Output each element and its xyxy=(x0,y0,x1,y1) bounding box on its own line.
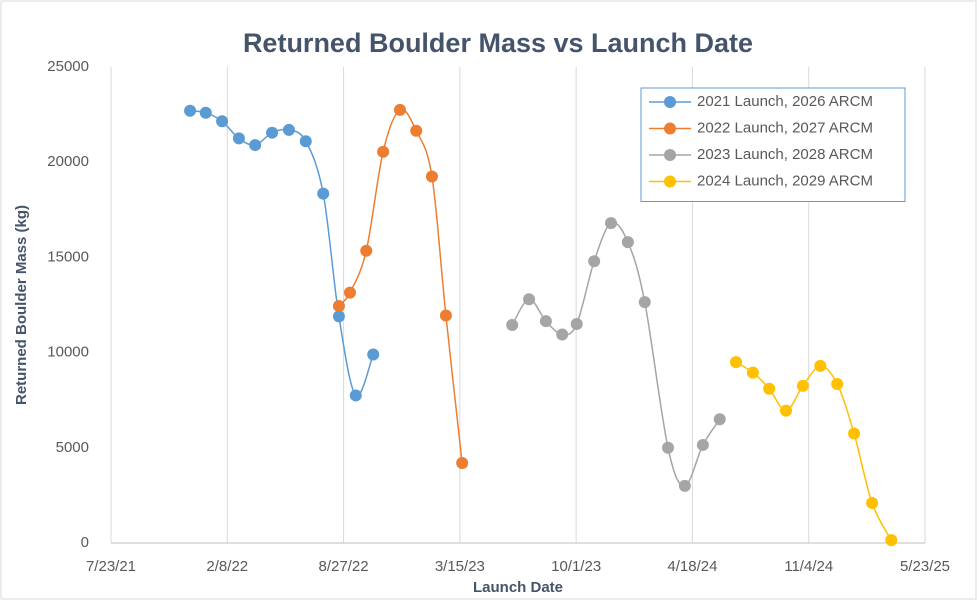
data-point xyxy=(393,103,406,116)
data-point xyxy=(184,104,197,117)
data-point xyxy=(456,457,469,470)
x-tick-label: 4/18/24 xyxy=(667,558,717,575)
legend-label: 2024 Launch, 2029 ARCM xyxy=(697,172,873,189)
data-point xyxy=(570,318,583,331)
data-point xyxy=(332,310,345,323)
legend-marker xyxy=(664,96,676,108)
data-point xyxy=(696,438,709,451)
data-point xyxy=(848,427,861,440)
x-tick-label: 3/15/23 xyxy=(435,558,485,575)
y-tick-label: 5000 xyxy=(56,439,89,456)
y-tick-label: 0 xyxy=(81,534,89,551)
data-point xyxy=(299,135,312,148)
data-point xyxy=(539,315,552,328)
data-point xyxy=(678,479,691,492)
data-point xyxy=(266,126,279,139)
x-tick-label: 5/23/25 xyxy=(900,558,950,575)
x-tick-label: 8/27/22 xyxy=(319,558,369,575)
y-tick-label: 15000 xyxy=(47,248,89,265)
x-tick-label: 2/8/22 xyxy=(206,558,248,575)
chart-title: Returned Boulder Mass vs Launch Date xyxy=(243,28,753,58)
data-point xyxy=(588,255,601,268)
y-tick-label: 10000 xyxy=(47,344,89,361)
data-point xyxy=(216,115,229,128)
data-point xyxy=(360,244,373,257)
legend-marker xyxy=(664,149,676,161)
legend-marker xyxy=(664,122,676,135)
y-tick-label: 20000 xyxy=(47,153,89,170)
data-point xyxy=(332,299,345,312)
x-axis-label: Launch Date xyxy=(473,579,563,596)
data-point xyxy=(377,145,390,158)
legend-label: 2023 Launch, 2028 ARCM xyxy=(697,146,873,163)
data-point xyxy=(349,389,362,402)
data-point xyxy=(621,236,634,249)
data-point xyxy=(780,404,793,417)
data-point xyxy=(249,139,262,152)
data-point xyxy=(367,348,380,361)
data-point xyxy=(885,534,898,547)
data-point xyxy=(662,441,675,454)
data-point xyxy=(425,170,438,183)
y-axis-label: Returned Boulder Mass (kg) xyxy=(13,205,30,405)
data-point xyxy=(232,132,245,145)
data-point xyxy=(523,293,536,306)
data-point xyxy=(343,286,356,299)
data-point xyxy=(713,413,726,426)
data-point xyxy=(746,366,759,379)
series-line xyxy=(735,361,892,541)
data-point xyxy=(638,296,651,309)
data-point xyxy=(317,187,330,200)
data-point xyxy=(506,318,519,331)
data-point xyxy=(199,106,212,119)
x-tick-label: 11/4/24 xyxy=(784,558,833,575)
data-point xyxy=(866,497,879,510)
data-point xyxy=(282,123,295,136)
legend-label: 2021 Launch, 2026 ARCM xyxy=(697,93,873,110)
data-point xyxy=(763,382,776,395)
legend-label: 2022 Launch, 2027 ARCM xyxy=(697,119,873,136)
x-tick-label: 7/23/21 xyxy=(86,558,136,575)
data-point xyxy=(556,328,569,341)
data-point xyxy=(439,309,452,322)
data-point xyxy=(814,359,827,372)
legend-marker xyxy=(664,175,676,188)
data-point xyxy=(410,124,423,137)
data-point xyxy=(796,379,809,392)
data-point xyxy=(831,378,844,391)
data-point xyxy=(730,356,743,369)
x-tick-label: 10/1/23 xyxy=(551,558,601,575)
data-point xyxy=(605,217,618,230)
y-tick-label: 25000 xyxy=(47,58,89,75)
legend-box xyxy=(640,87,906,202)
